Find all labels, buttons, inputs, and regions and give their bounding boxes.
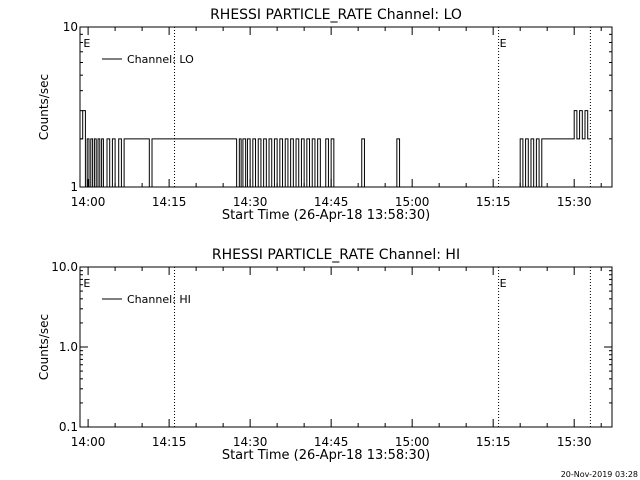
y-tick-label: 0.1 xyxy=(59,420,78,434)
footer-timestamp: 20-Nov-2019 03:28 xyxy=(560,470,638,479)
x-tick-label: 15:00 xyxy=(395,435,430,449)
y-axis-label: Counts/sec xyxy=(37,314,51,380)
chart-title: RHESSI PARTICLE_RATE Channel: HI xyxy=(212,247,460,263)
y-tick-label: 10 xyxy=(63,20,78,34)
legend-label: Channel: HI xyxy=(127,293,191,306)
chart-title: RHESSI PARTICLE_RATE Channel: LO xyxy=(210,7,462,23)
plot-frame xyxy=(79,266,613,428)
y-tick-label: 10.0 xyxy=(51,260,78,274)
x-tick-label: 14:15 xyxy=(152,195,187,209)
plot-frame xyxy=(79,26,613,188)
x-tick-label: 14:30 xyxy=(233,435,268,449)
x-tick-label: 14:30 xyxy=(233,195,268,209)
x-tick-label: 15:30 xyxy=(557,435,592,449)
x-tick-label: 14:45 xyxy=(314,195,349,209)
x-tick-label: 15:15 xyxy=(476,195,511,209)
x-axis-label: Start Time (26-Apr-18 13:58:30) xyxy=(222,448,430,463)
y-tick-label: 1 xyxy=(70,180,78,194)
x-tick-label: 14:00 xyxy=(71,195,106,209)
x-tick-label: 14:00 xyxy=(71,435,106,449)
y-tick-label: 1.0 xyxy=(59,340,78,354)
x-tick-label: 14:15 xyxy=(152,435,187,449)
event-marker-label: E xyxy=(500,37,507,50)
x-tick-label: 15:30 xyxy=(557,195,592,209)
x-tick-label: 14:45 xyxy=(314,435,349,449)
data-series-line xyxy=(80,110,591,188)
event-marker-label: E xyxy=(83,277,90,290)
x-axis-label: Start Time (26-Apr-18 13:58:30) xyxy=(222,208,430,223)
event-marker-label: E xyxy=(500,277,507,290)
event-marker-label: E xyxy=(83,37,90,50)
y-axis-label: Counts/sec xyxy=(37,74,51,140)
legend-label: Channel: LO xyxy=(127,53,194,66)
x-tick-label: 15:15 xyxy=(476,435,511,449)
x-tick-label: 15:00 xyxy=(395,195,430,209)
